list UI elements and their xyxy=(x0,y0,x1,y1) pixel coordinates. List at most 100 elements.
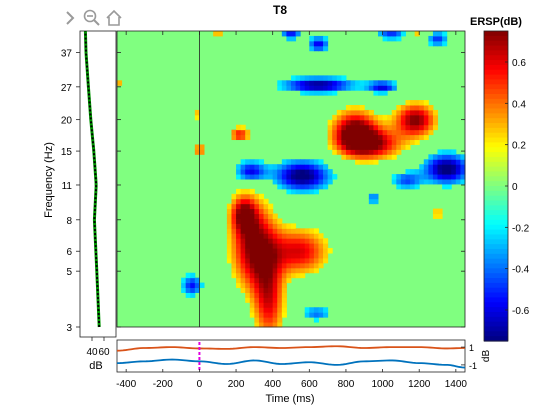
heatmap-cell xyxy=(249,198,255,205)
heatmap-cell xyxy=(423,105,429,111)
spectrum-ticks: 40 60 xyxy=(86,337,110,358)
heatmap-cell xyxy=(236,267,242,274)
heatmap-cell xyxy=(286,31,292,37)
heatmap-cell xyxy=(400,114,406,121)
heatmap-cell xyxy=(254,159,260,165)
heatmap-cell xyxy=(277,287,283,293)
heatmap-cell xyxy=(318,45,324,52)
heatmap-cell xyxy=(387,124,393,131)
heatmap-cell xyxy=(249,203,255,210)
heatmap-cell xyxy=(295,238,301,244)
heatmap-cell xyxy=(291,169,297,175)
heatmap-cell xyxy=(281,292,287,298)
heatmap-cell xyxy=(332,80,338,86)
heatmap-cell xyxy=(355,134,361,141)
heatmap-cell xyxy=(323,243,329,249)
heatmap-cell xyxy=(313,45,319,52)
heatmap-cell xyxy=(268,307,274,313)
heatmap-cell xyxy=(258,322,265,328)
heatmap-cell xyxy=(240,238,246,244)
heatmap-cell xyxy=(410,169,416,175)
heatmap-cell xyxy=(460,159,466,165)
heatmap-cell xyxy=(281,277,287,284)
heatmap-cell xyxy=(437,31,443,37)
heatmap-cell xyxy=(387,139,393,145)
heatmap-cell xyxy=(304,159,310,165)
heatmap-cell xyxy=(231,218,237,224)
heatmap-cell xyxy=(254,267,260,274)
heatmap-cell xyxy=(249,243,255,249)
heatmap-cell xyxy=(323,164,329,170)
heatmap-cell xyxy=(359,139,365,145)
heatmap-cell xyxy=(268,277,274,284)
time-tick-label: -200 xyxy=(153,379,173,390)
heatmap-cell xyxy=(423,159,429,165)
heatmap-cell xyxy=(400,174,406,180)
heatmap-cell xyxy=(277,174,283,180)
heatmap-cell xyxy=(199,144,205,150)
heatmap-cell xyxy=(378,119,384,126)
heatmap-cell xyxy=(336,139,342,145)
heatmap-cell xyxy=(240,228,246,234)
heatmap-cell xyxy=(359,85,365,91)
heatmap-cell xyxy=(263,277,269,284)
heatmap-cell xyxy=(309,188,315,195)
heatmap-cell xyxy=(414,183,420,190)
heatmap-cell xyxy=(286,80,292,86)
heatmap-cell xyxy=(272,169,278,175)
heatmap-cell xyxy=(281,183,287,190)
heatmap-cell xyxy=(382,149,388,155)
heatmap-cell xyxy=(405,114,411,121)
heatmap-cell xyxy=(263,169,269,175)
heatmap-cell xyxy=(313,238,319,244)
heatmap-cell xyxy=(272,218,278,224)
heatmap-cell xyxy=(281,257,287,264)
heatmap-cell xyxy=(258,262,265,269)
heatmap-cell xyxy=(368,114,374,121)
heatmap-cell xyxy=(460,154,466,160)
heatmap-cell xyxy=(263,223,269,229)
chevron-right-icon[interactable] xyxy=(60,8,80,28)
heatmap-cell xyxy=(240,174,246,180)
heatmap-cell xyxy=(263,238,269,244)
heatmap-cell xyxy=(400,119,406,126)
heatmap-cell xyxy=(423,100,429,106)
heatmap-cell xyxy=(313,164,319,170)
heatmap-cell xyxy=(327,90,333,96)
heatmap-cell xyxy=(272,257,278,264)
heatmap-cell xyxy=(364,129,370,136)
home-icon[interactable] xyxy=(104,8,124,28)
heatmap-cell xyxy=(263,218,269,224)
heatmap-cell xyxy=(378,129,384,136)
heatmap-cell xyxy=(304,253,310,259)
heatmap-cell xyxy=(318,183,324,190)
heatmap-cell xyxy=(249,159,255,165)
heatmap-cell xyxy=(336,124,342,131)
heatmap-cell xyxy=(400,105,406,111)
heatmap-cell xyxy=(313,75,319,81)
heatmap-cell xyxy=(432,35,439,42)
spectrum-baseline-line xyxy=(84,30,101,328)
zoom-out-icon[interactable] xyxy=(82,8,102,28)
heatmap-cell xyxy=(254,292,260,298)
heatmap-cell xyxy=(442,154,448,160)
heatmap-cell xyxy=(304,243,310,249)
heatmap-cell xyxy=(272,302,278,308)
heatmap-cell xyxy=(277,272,283,279)
heatmap-cell xyxy=(226,213,232,219)
heatmap-cell xyxy=(268,287,274,293)
heatmap-cell xyxy=(268,223,274,229)
heatmap-cell xyxy=(272,228,278,234)
heatmap-cell xyxy=(419,179,425,185)
heatmap-cell xyxy=(437,40,443,47)
heatmap-cell xyxy=(437,159,443,165)
heatmap-cell xyxy=(318,164,324,170)
heatmap-cell xyxy=(405,169,411,175)
heatmap-cell xyxy=(249,307,255,313)
heatmap-cell xyxy=(373,124,379,131)
heatmap-cell xyxy=(323,45,329,52)
heatmap-cell xyxy=(350,109,356,116)
heatmap-cell xyxy=(364,85,370,91)
heatmap-cell xyxy=(350,139,356,145)
heatmap-cell xyxy=(451,159,457,165)
